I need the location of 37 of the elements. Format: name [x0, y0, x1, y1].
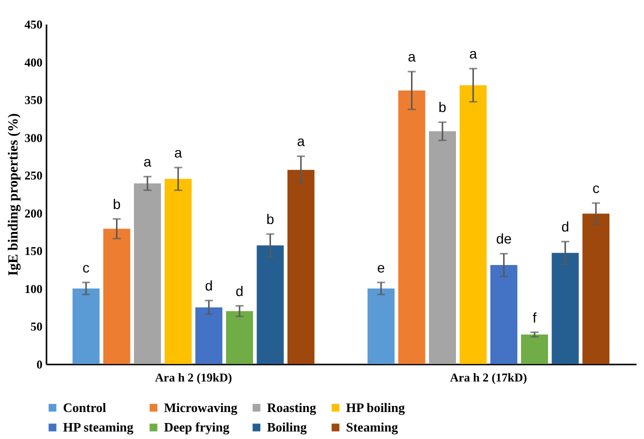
- y-tick-label: 0: [36, 358, 42, 372]
- data-label: d: [236, 282, 244, 299]
- data-label: b: [266, 211, 274, 228]
- data-label: a: [408, 48, 416, 65]
- y-tick-label: 250: [24, 168, 42, 183]
- x-tick-label: Ara h 2 (17kD): [450, 370, 527, 384]
- data-label: a: [144, 154, 152, 170]
- y-tick-label: 450: [24, 18, 42, 32]
- y-tick-label: 50: [30, 320, 42, 334]
- y-tick-label: 100: [24, 282, 42, 296]
- legend-label: Control: [63, 400, 106, 415]
- y-tick-label: 350: [24, 93, 42, 108]
- legend-label: Deep frying: [164, 420, 230, 434]
- data-label: d: [561, 218, 570, 235]
- data-label: d: [204, 278, 213, 294]
- legend-label: Steaming: [346, 420, 398, 434]
- y-tick-label: 400: [24, 55, 42, 70]
- data-label: a: [297, 133, 306, 150]
- data-label: b: [112, 196, 121, 212]
- y-tick-label: 150: [24, 244, 42, 258]
- data-label: a: [174, 144, 182, 161]
- legend-label: Boiling: [267, 420, 308, 434]
- legend-label: Microwaving: [164, 400, 238, 415]
- legend-label: HP steaming: [63, 420, 134, 434]
- data-label: e: [377, 259, 386, 276]
- y-tick-label: 300: [24, 130, 42, 145]
- legend-label: HP boiling: [346, 400, 406, 415]
- legend-label: Roasting: [267, 400, 317, 415]
- y-axis-title: IgE binding properties (%): [6, 112, 22, 276]
- x-tick-label: Ara h 2 (19kD): [155, 370, 232, 384]
- data-label: c: [592, 180, 600, 196]
- data-label: f: [532, 309, 537, 326]
- data-label: de: [496, 230, 512, 247]
- y-tick-label: 200: [24, 206, 42, 220]
- data-label: c: [82, 259, 90, 276]
- data-label: a: [469, 46, 478, 62]
- data-label: b: [438, 99, 447, 116]
